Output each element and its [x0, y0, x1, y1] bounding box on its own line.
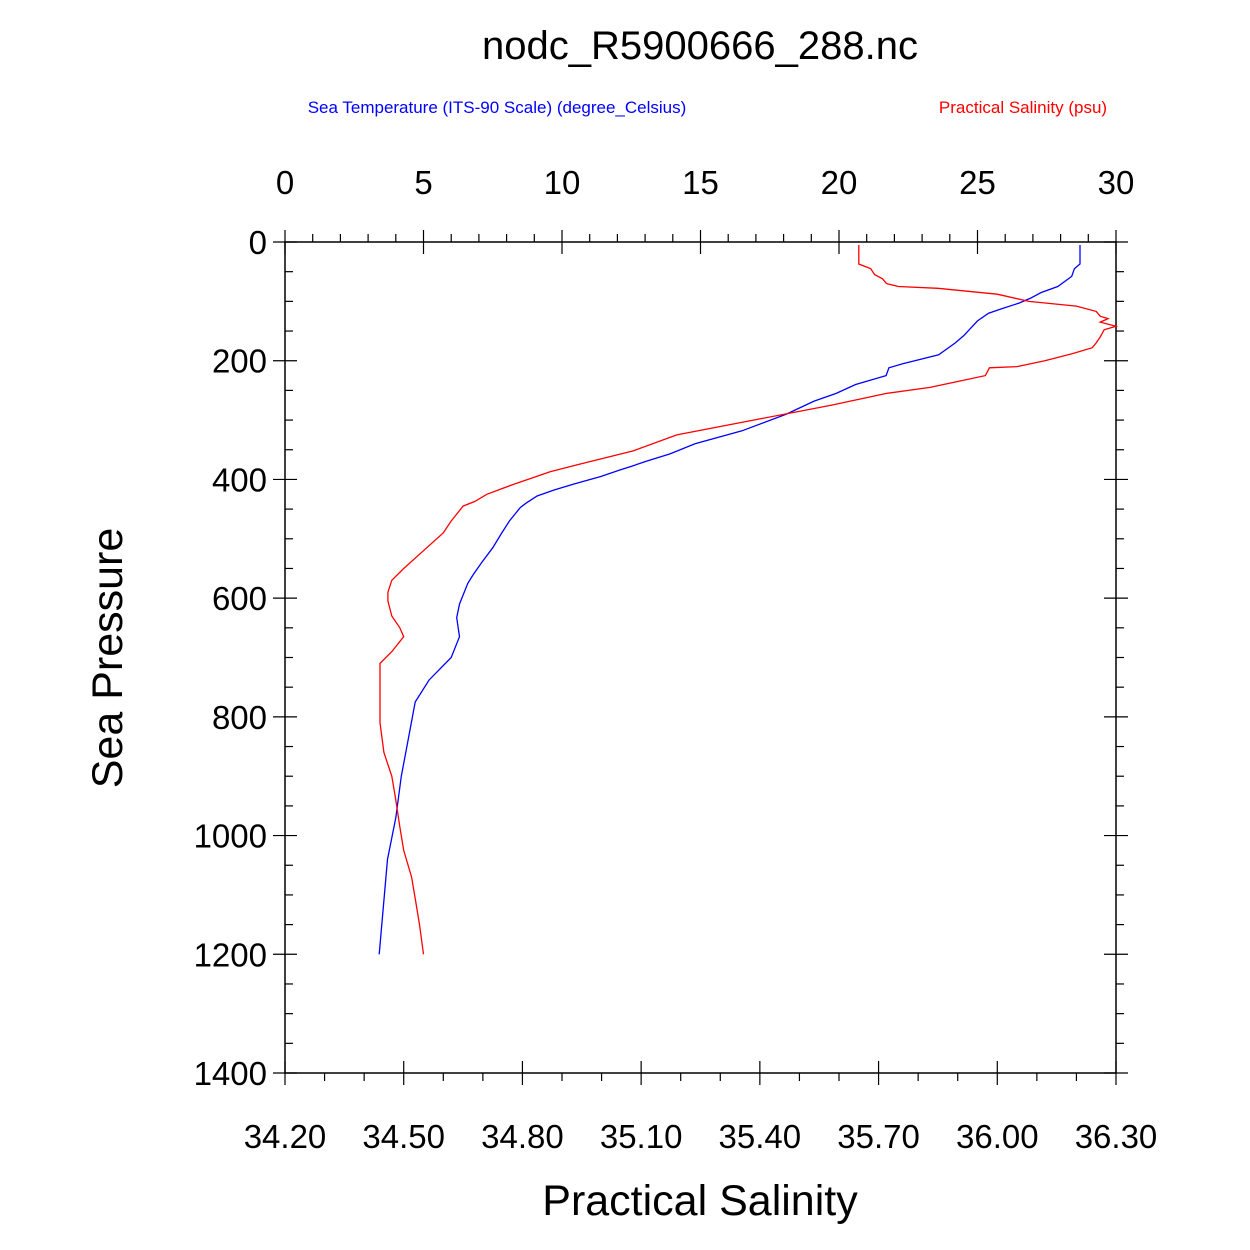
x-top-tick-label: 5 [414, 164, 432, 201]
x-bottom-tick-label: 35.70 [837, 1118, 920, 1155]
salinity-series-line [379, 245, 1119, 955]
x-bottom-tick-label: 35.10 [600, 1118, 683, 1155]
y-tick-label: 0 [249, 224, 267, 261]
x-top-tick-label: 25 [959, 164, 996, 201]
y-tick-label: 400 [212, 461, 267, 498]
y-axis-label: Sea Pressure [84, 528, 132, 789]
y-tick-label: 1400 [194, 1055, 267, 1092]
x-top-tick-label: 10 [544, 164, 581, 201]
y-tick-label: 600 [212, 580, 267, 617]
y-tick-label: 1000 [194, 818, 267, 855]
x-axis-label: Practical Salinity [542, 1177, 858, 1225]
x-top-tick-label: 0 [276, 164, 294, 201]
legend-temperature: Sea Temperature (ITS-90 Scale) (degree_C… [308, 98, 687, 117]
x-bottom-tick-label: 36.00 [956, 1118, 1039, 1155]
tick-marks [273, 230, 1128, 1085]
x-bottom-tick-label: 34.80 [481, 1118, 564, 1155]
legend-salinity: Practical Salinity (psu) [939, 98, 1107, 117]
y-tick-label: 800 [212, 699, 267, 736]
x-bottom-tick-label: 36.30 [1075, 1118, 1158, 1155]
plot-frame [284, 241, 1117, 1074]
x-top-tick-label: 20 [821, 164, 858, 201]
x-bottom-tick-label: 34.20 [244, 1118, 327, 1155]
x-bottom-tick-label: 34.50 [362, 1118, 445, 1155]
y-tick-label: 200 [212, 343, 267, 380]
x-bottom-tick-label: 35.40 [719, 1118, 802, 1155]
series-lines [378, 245, 1119, 955]
temperature-series-line [378, 245, 1081, 955]
x-top-tick-label: 30 [1098, 164, 1135, 201]
chart-title: nodc_R5900666_288.nc [482, 24, 918, 68]
x-top-tick-label: 15 [682, 164, 719, 201]
y-tick-label: 1200 [194, 936, 267, 973]
